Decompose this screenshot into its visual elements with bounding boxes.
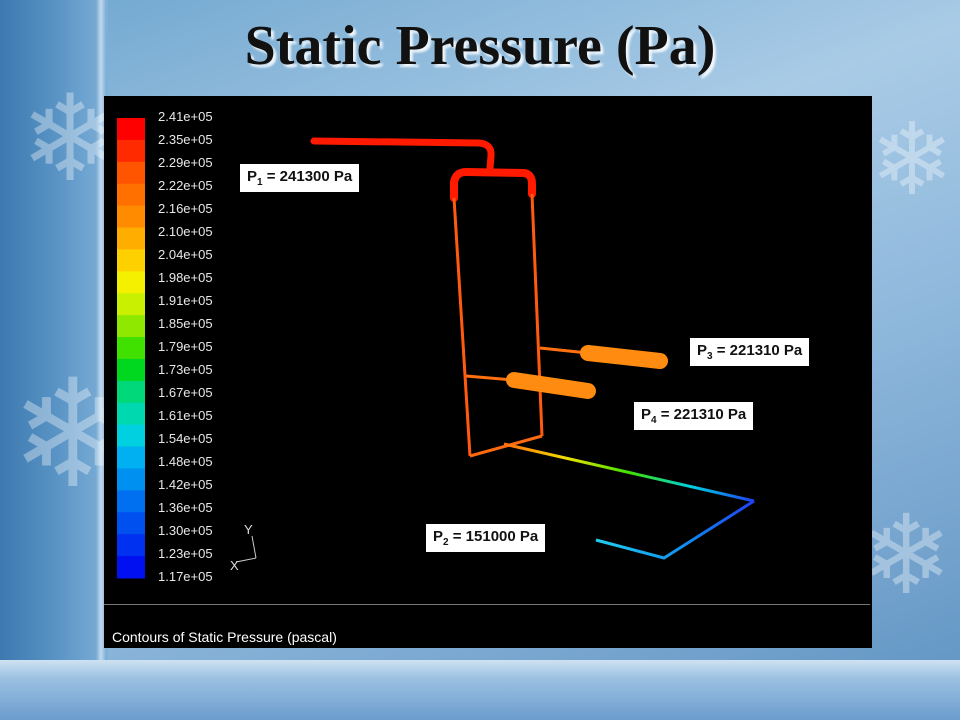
top-manifold [450,167,536,202]
legend-color-swatch [117,468,145,491]
axis-x-line [235,557,257,563]
legend-tick-label: 1.85e+05 [158,316,213,331]
legend-tick-label: 1.73e+05 [158,362,213,377]
right-riser-pipe [530,193,544,437]
legend-color-swatch [117,358,145,382]
legend-tick-label: 1.42e+05 [158,477,213,492]
legend-color-swatch [117,249,145,272]
legend-tick-label: 2.22e+05 [158,178,213,193]
legend-tick-label: 1.54e+05 [158,431,213,446]
label-p4-value: = 221310 Pa [656,406,747,423]
slide-left-band-highlight [96,0,106,720]
legend-tick-label: 2.29e+05 [158,155,213,170]
legend-color-swatch [117,183,145,207]
label-p4-symbol: P [641,406,652,423]
legend-color-swatch [117,490,145,513]
legend-color-swatch [117,556,145,579]
legend-color-swatch [117,380,145,404]
label-p4-index: 4 [651,415,657,426]
axis-y-label: Y [244,522,253,537]
left-riser-pipe [452,197,472,457]
legend-color-swatch [117,271,145,294]
legend-color-swatch [117,139,145,163]
label-p1-symbol: P [247,168,258,185]
pressure-label-p3: P3 = 221310 Pa [690,338,810,366]
plot-caption-bar: Contours of Static Pressure (pascal) [104,604,870,648]
legend-tick-label: 1.61e+05 [158,408,213,423]
axis-y-line [251,535,257,559]
pressure-label-p4: P4 = 221310 Pa [634,402,754,430]
legend-color-swatch [117,161,145,185]
legend-tick-label: 2.16e+05 [158,201,213,216]
label-p1-index: 1 [257,177,263,188]
outlet-p3-pipe [580,345,668,369]
pressure-label-p1: P1 = 241300 Pa [240,164,360,192]
legend-tick-label: 2.10e+05 [158,224,213,239]
label-p1-value: = 241300 Pa [262,168,353,185]
label-p2-symbol: P [433,528,444,545]
legend-tick-label: 1.67e+05 [158,385,213,400]
label-p3-index: 3 [707,351,713,362]
legend-color-swatch [117,402,145,426]
snowflake-decoration: ❄ [860,491,953,619]
branch-p4-connector [465,374,515,382]
legend-color-swatch [117,315,145,338]
outlet-p4-pipe [506,372,596,399]
legend-color-swatch [117,227,145,250]
legend-tick-label: 1.48e+05 [158,454,213,469]
contour-plot-window: 2.41e+05 2.35e+05 2.29e+05 2.22e+05 2.16e+05… [104,96,872,648]
legend-color-swatch [117,337,145,360]
label-p2-value: = 151000 Pa [448,528,539,545]
legend-tick-label: 1.79e+05 [158,339,213,354]
legend-tick-label: 1.23e+05 [158,546,213,561]
legend-color-swatch [117,512,145,535]
contour-plot-canvas [117,118,755,579]
color-legend-bar [117,118,145,579]
pressure-label-p2: P2 = 151000 Pa [426,524,546,552]
legend-color-swatch [117,205,145,229]
snowflake-decoration: ❄ [20,70,121,209]
legend-color-swatch [117,118,145,141]
legend-tick-label: 1.98e+05 [158,270,213,285]
legend-tick-label: 1.36e+05 [158,500,213,515]
slide-title: Static Pressure (Pa) [244,15,716,77]
legend-tick-label: 2.35e+05 [158,132,213,147]
legend-tick-label: 1.91e+05 [158,293,213,308]
legend-tick-label: 1.30e+05 [158,523,213,538]
slide-left-band [0,0,108,720]
slide-bottom-band [0,660,960,720]
legend-color-swatch [117,424,145,448]
label-p2-index: 2 [443,537,449,548]
legend-tick-label: 2.41e+05 [158,109,213,124]
legend-color-swatch [117,534,145,557]
return-pipe-segment-1 [503,442,755,503]
return-pipe-segment-2 [595,499,755,560]
label-p3-value: = 221310 Pa [712,342,803,359]
bottom-crossbar [469,434,543,458]
legend-color-swatch [117,293,145,316]
legend-tick-label: 2.04e+05 [158,247,213,262]
label-p3-symbol: P [697,342,708,359]
snowflake-decoration: ❄ [870,101,954,218]
legend-tick-label: 1.17e+05 [158,569,213,584]
plot-caption: Contours of Static Pressure (pascal) [112,629,337,645]
legend-color-swatch [117,446,145,469]
axis-x-label: X [230,558,239,573]
inlet-pipe [310,137,495,172]
branch-p3-connector [539,346,589,355]
